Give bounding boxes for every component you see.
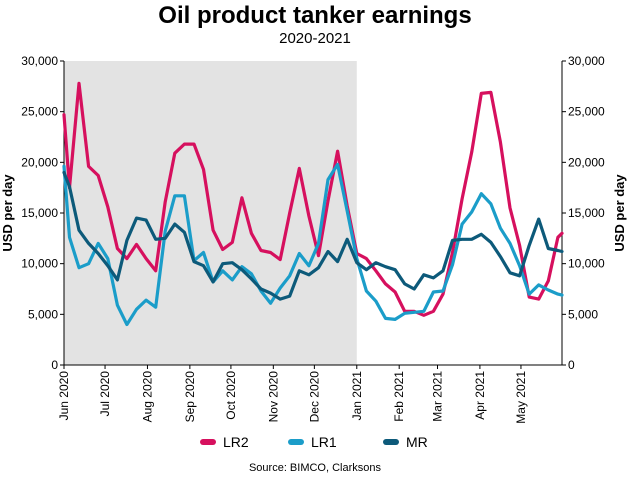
x-tick-label: Jan 2021 [350, 371, 364, 421]
series-line-lr1 [62, 162, 564, 327]
y-tick-label-left: 15,000 [21, 206, 58, 220]
x-tick-label: Oct 2020 [224, 371, 238, 420]
series-mr [62, 170, 564, 301]
y-axis-label-left: USD per day [0, 174, 15, 252]
y-tick-label-right: 15,000 [568, 206, 605, 220]
y-axis-label-right: USD per day [612, 174, 627, 252]
y-tick-label-right: 5,000 [568, 307, 598, 321]
series-line-lr2 [62, 81, 564, 317]
y-tick-label-right: 25,000 [568, 105, 605, 119]
legend-swatch [288, 439, 304, 445]
y-tick-label-left: 20,000 [21, 155, 58, 169]
legend-swatch [383, 439, 399, 445]
x-tick-label: Jun 2020 [57, 371, 71, 421]
x-tick-label: Sep 2020 [183, 371, 197, 423]
source-note: Source: BIMCO, Clarksons [248, 462, 382, 474]
series-lr2 [62, 81, 564, 317]
y-tick-label-left: 10,000 [21, 257, 58, 271]
x-tick-label: Jul 2020 [98, 371, 112, 417]
series-lr1 [62, 162, 564, 327]
series-line-mr [62, 170, 564, 301]
x-tick-label: Mar 2021 [431, 371, 445, 422]
x-tick-label: Feb 2021 [392, 371, 406, 422]
x-tick-label: Nov 2020 [266, 371, 280, 423]
y-tick-label-right: 20,000 [568, 155, 605, 169]
x-tick-label: Aug 2020 [140, 371, 154, 423]
y-tick-label-right: 10,000 [568, 257, 605, 271]
legend-item-mr: MR [383, 434, 428, 450]
legend-item-lr2: LR2 [200, 434, 249, 450]
x-tick-label: Dec 2020 [307, 371, 321, 423]
y-tick-label-left: 0 [51, 358, 58, 372]
y-tick-label-left: 25,000 [21, 105, 58, 119]
legend-label: LR1 [311, 434, 337, 450]
y-tick-label-left: 30,000 [21, 54, 58, 68]
legend-item-lr1: LR1 [288, 434, 337, 450]
line-chart: 0 0 5,000 5,000 10,000 10,000 15,000 15,000 20,0… [0, 54, 627, 424]
legend-label: LR2 [223, 434, 249, 450]
y-tick-label-right: 30,000 [568, 54, 605, 68]
chart-subtitle: 2020-2021 [279, 30, 351, 47]
y-tick-label-right: 0 [568, 358, 575, 372]
chart-title: Oil product tanker earnings [158, 2, 472, 29]
y-tick-label-left: 5,000 [28, 307, 58, 321]
legend-swatch [200, 439, 216, 445]
chart-legend: LR2 LR1 MR [0, 434, 630, 458]
x-tick-label: May 2021 [514, 371, 528, 424]
legend-label: MR [406, 434, 428, 450]
x-tick-label: Apr 2021 [473, 371, 487, 420]
